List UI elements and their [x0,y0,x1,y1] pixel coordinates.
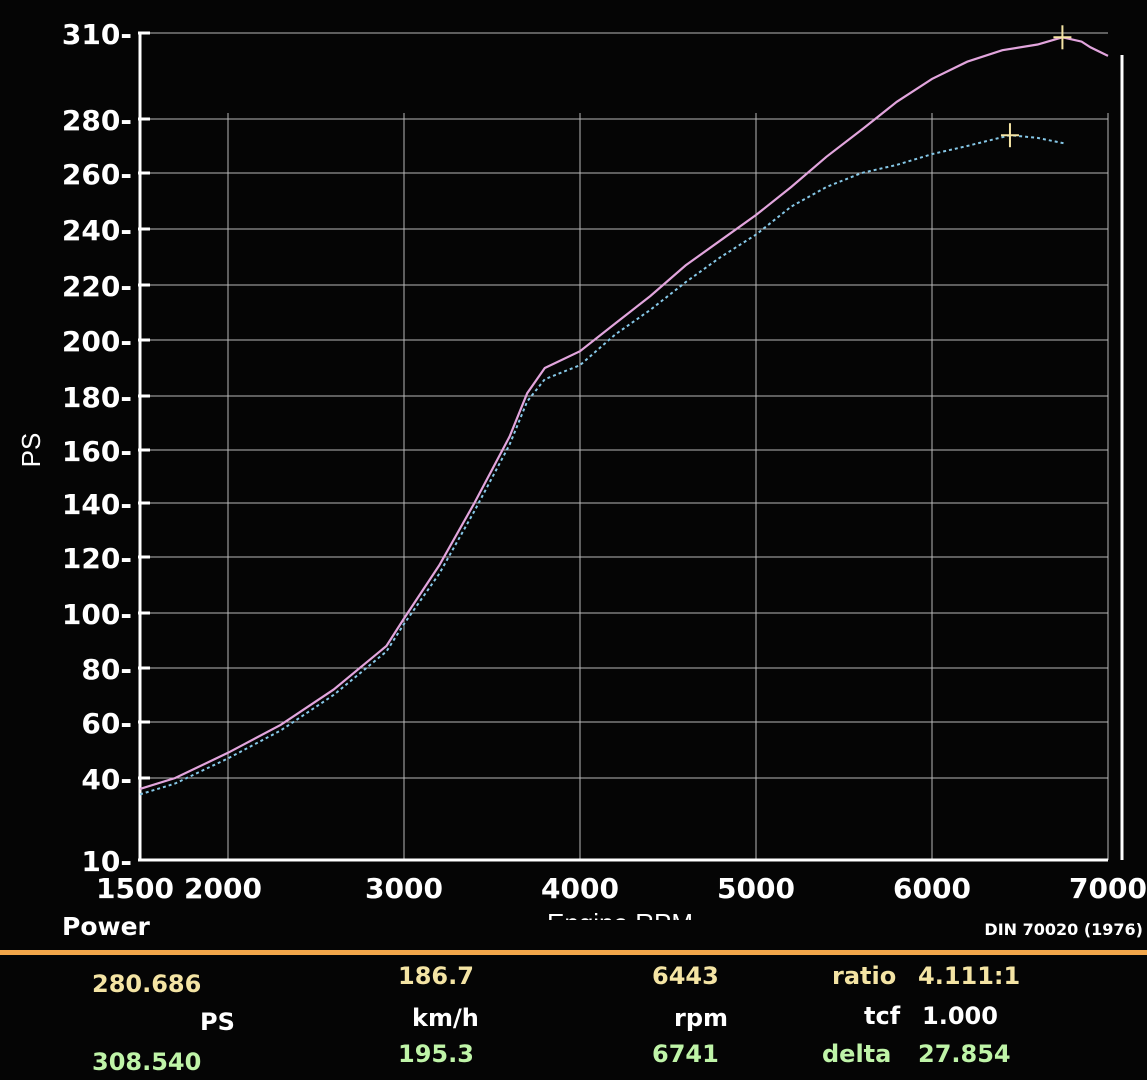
power-readout-1: 280.686 [92,970,202,998]
y-tick-label: 120- [62,542,132,575]
chart-title: Power [62,912,150,941]
x-tick-label: 1500 [96,872,174,905]
power-chart: 10- 40- 60- 80- 100- 120- 140- 160- 180- 200- 220-… [16,18,1147,920]
speed-readout-1: 186.7 [398,962,474,990]
series-line-measured [139,36,1109,790]
x-tick-label: 4000 [541,872,619,905]
x-axis-label: Engine RPM [547,908,693,920]
y-tick-label: 10- [81,845,132,878]
y-tick-label: 220- [62,270,132,303]
y-tick-label: 60- [81,707,132,740]
tcf-value: 1.000 [922,1002,998,1030]
delta-value: 27.854 [918,1040,1011,1068]
rpm-readout-1: 6443 [652,962,719,990]
x-tick-label: 5000 [717,872,795,905]
ratio-value: 4.111:1 [918,962,1021,990]
tcf-label: tcf [864,1002,901,1030]
y-tick-label: 280- [62,104,132,137]
y-tick-label: 260- [62,158,132,191]
y-tick-label: 240- [62,214,132,247]
y-tick-label: 100- [62,598,132,631]
speed-unit: km/h [412,1004,479,1032]
test-standard: DIN 70020 (1976) [984,920,1143,939]
power-unit: PS [200,1008,235,1036]
y-tick-label: 200- [62,325,132,358]
series-line-corrected [139,134,1065,796]
delta-label: delta [822,1040,892,1068]
y-tick-label: 180- [62,381,132,414]
rpm-readout-2: 6741 [652,1040,719,1068]
x-tick-label: 3000 [365,872,443,905]
power-readout-2: 308.540 [92,1048,202,1076]
y-tick-label: 80- [81,653,132,686]
x-tick-label: 2000 [184,872,262,905]
y-tick-label: 160- [62,435,132,468]
y-axis-label: PS [16,433,46,468]
y-tick-label: 310- [62,18,132,51]
rpm-unit: rpm [674,1004,729,1032]
y-tick-label: 140- [62,488,132,521]
y-tick-label: 40- [81,763,132,796]
speed-readout-2: 195.3 [398,1040,474,1068]
ratio-label: ratio [832,962,897,990]
x-tick-label: 6000 [893,872,971,905]
separator-rule [0,950,1147,955]
x-tick-label: 7000 [1069,872,1147,905]
